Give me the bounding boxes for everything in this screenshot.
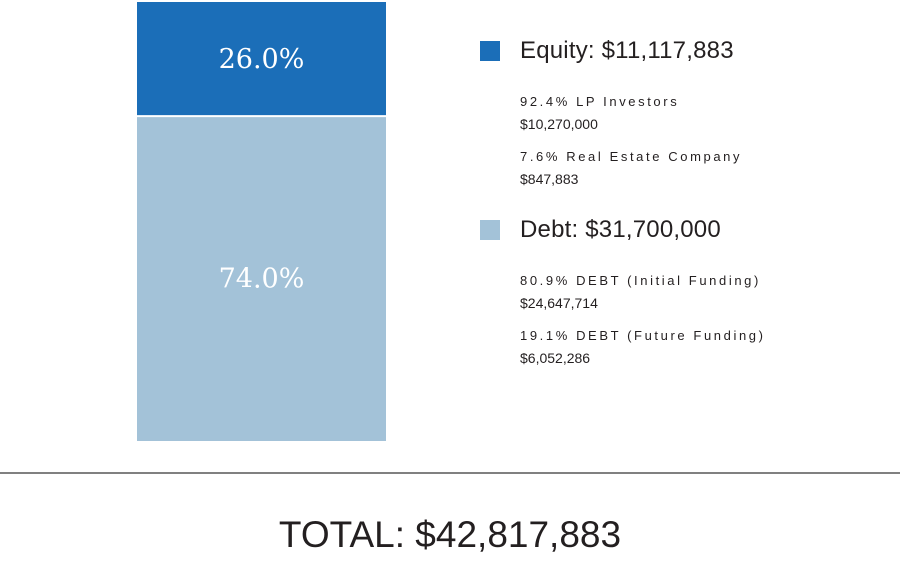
bar-label-debt: 74.0% [219, 264, 305, 295]
debt-item-initial-value: $24,647,714 [520, 295, 598, 311]
legend-debt: Debt: $31,700,000 [480, 215, 880, 245]
stacked-bar-chart: 26.0% 74.0% [137, 2, 386, 441]
equity-item-lp-label: 92.4% LP Investors [520, 94, 680, 109]
bar-segment-debt [137, 116, 386, 441]
equity-item-lp-value: $10,270,000 [520, 116, 598, 132]
legend: Equity: $11,117,883 92.4% LP Investors $… [480, 36, 880, 366]
equity-item-company: 7.6% Real Estate Company $847,883 [520, 149, 880, 187]
debt-item-future-label: 19.1% DEBT (Future Funding) [520, 328, 766, 343]
total-label: TOTAL: $42,817,883 [278, 514, 622, 555]
bar-segment-equity [137, 2, 386, 117]
equity-swatch [480, 41, 500, 61]
bar-label-equity: 26.0% [219, 44, 305, 75]
debt-swatch [480, 220, 500, 240]
equity-title: Equity: $11,117,883 [520, 37, 734, 64]
legend-equity: Equity: $11,117,883 [480, 36, 880, 66]
equity-item-company-label: 7.6% Real Estate Company [520, 149, 743, 164]
divider [0, 472, 900, 474]
equity-item-lp: 92.4% LP Investors $10,270,000 [520, 94, 880, 132]
debt-item-future: 19.1% DEBT (Future Funding) $6,052,286 [520, 328, 880, 366]
debt-item-future-value: $6,052,286 [520, 350, 591, 366]
debt-title: Debt: $31,700,000 [520, 216, 721, 243]
equity-item-company-value: $847,883 [520, 171, 579, 187]
debt-item-initial-label: 80.9% DEBT (Initial Funding) [520, 273, 761, 288]
debt-item-initial: 80.9% DEBT (Initial Funding) $24,647,714 [520, 273, 880, 311]
